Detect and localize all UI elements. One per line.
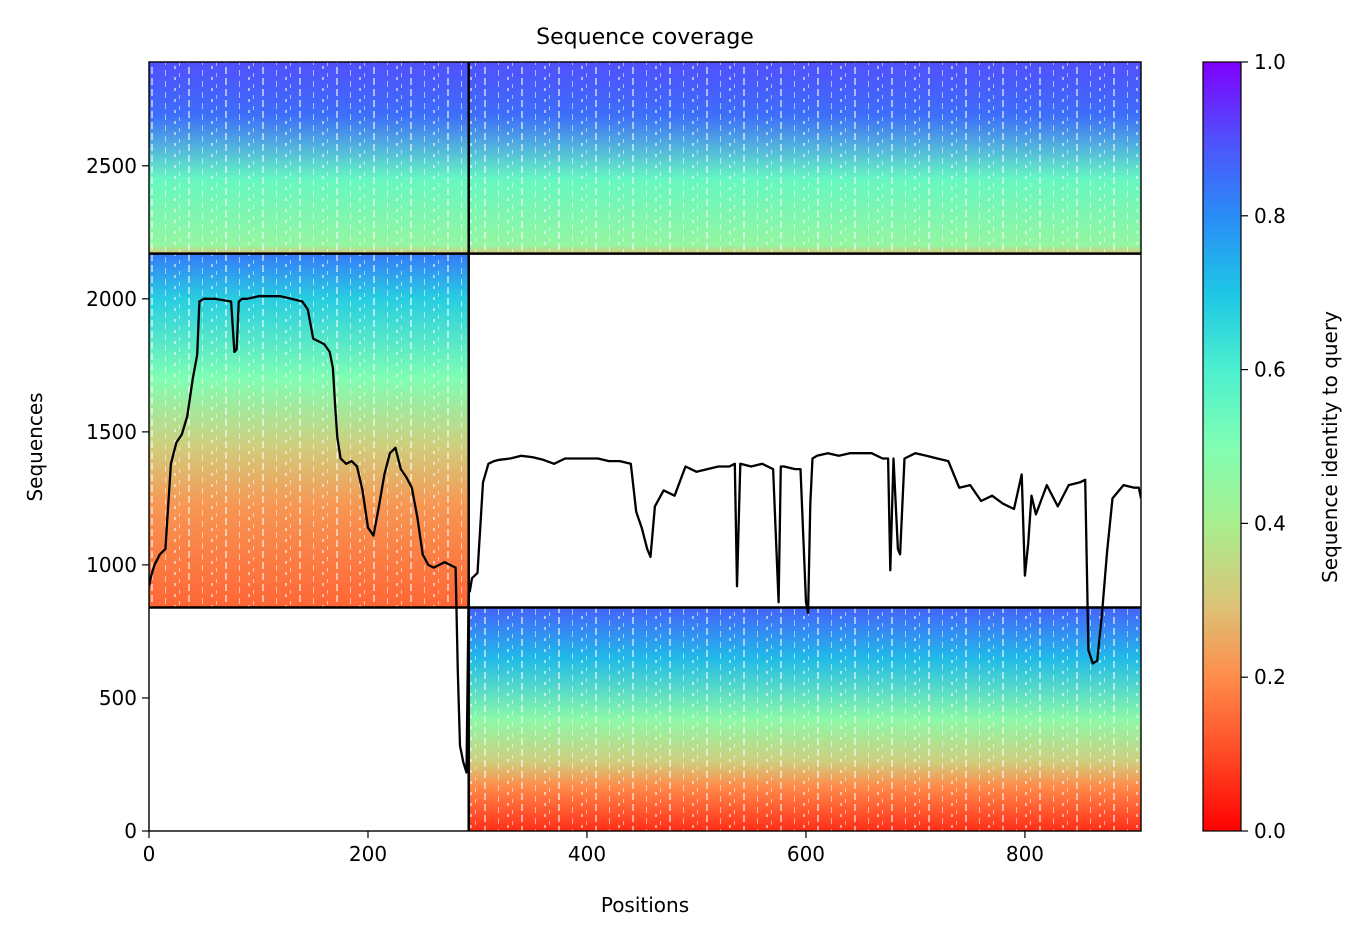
x-tick-label: 800 <box>1006 842 1044 866</box>
y-axis-ticks: 0 500 1000 1500 2000 2500 <box>86 154 149 843</box>
colorbar-tick-label: 0.6 <box>1254 358 1286 382</box>
chart-title: Sequence coverage <box>536 25 754 50</box>
y-tick-label: 0 <box>124 819 137 843</box>
colorbar-tick-label: 0.4 <box>1254 511 1286 535</box>
y-tick-label: 2000 <box>86 287 137 311</box>
coverage-block-gaps-0 <box>149 62 469 254</box>
x-tick-label: 0 <box>143 842 156 866</box>
y-tick-label: 2500 <box>86 154 137 178</box>
x-axis-label: Positions <box>601 893 689 917</box>
coverage-gaps <box>149 62 1141 831</box>
y-tick-label: 1500 <box>86 420 137 444</box>
y-axis-label: Sequences <box>23 392 47 501</box>
coverage-block-gaps-1 <box>468 62 1141 254</box>
colorbar-label: Sequence identity to query <box>1318 311 1342 583</box>
colorbar-tick-label: 1.0 <box>1254 50 1286 74</box>
colorbar-tick-label: 0.8 <box>1254 204 1286 228</box>
x-tick-label: 600 <box>787 842 825 866</box>
coverage-block-gaps-2 <box>149 253 469 608</box>
x-tick-label: 200 <box>349 842 387 866</box>
colorbar-ticks: 0.0 0.2 0.4 0.6 0.8 1.0 <box>1241 50 1286 843</box>
x-tick-label: 400 <box>568 842 606 866</box>
y-tick-label: 500 <box>99 686 137 710</box>
block-dividers <box>149 62 1141 831</box>
coverage-line <box>149 295 1141 774</box>
colorbar <box>1202 61 1242 832</box>
plot-frame <box>148 61 1142 832</box>
coverage-block-gaps-3 <box>468 607 1141 831</box>
y-tick-label: 1000 <box>86 553 137 577</box>
colorbar-tick-label: 0.0 <box>1254 819 1286 843</box>
x-axis-ticks: 0 200 400 600 800 <box>143 831 1044 866</box>
colorbar-tick-label: 0.2 <box>1254 665 1286 689</box>
